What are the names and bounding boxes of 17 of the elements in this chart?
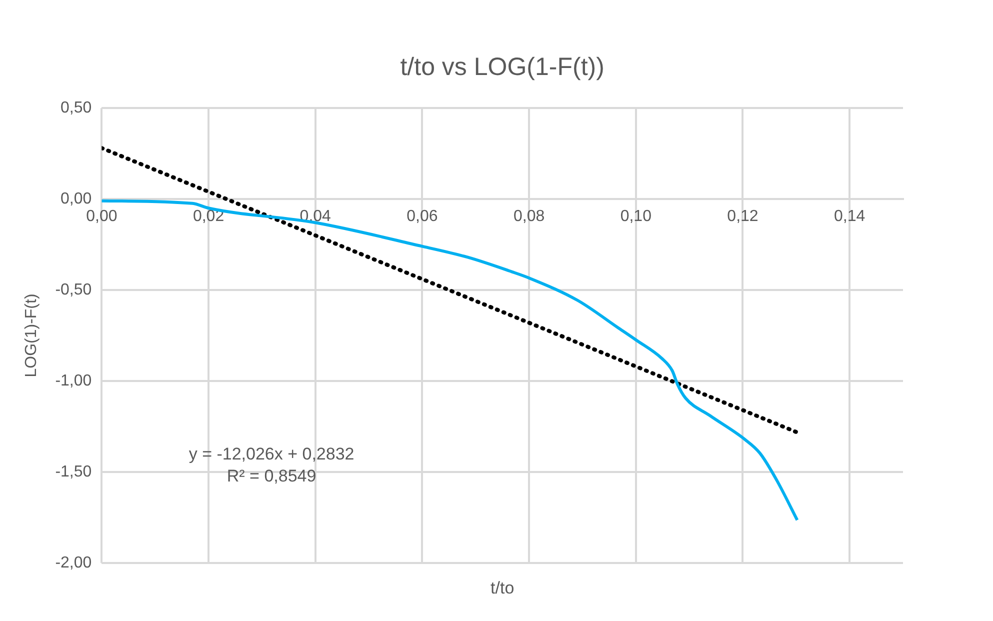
- annotation: R² = 0,8549: [226, 466, 316, 486]
- x-tick-label: 0,06: [406, 208, 438, 226]
- y-tick-label: -1,00: [55, 372, 92, 390]
- y-tick-label: 0,00: [60, 190, 92, 208]
- x-tick-label: 0,12: [727, 208, 758, 226]
- x-tick-label: 0,10: [620, 208, 652, 226]
- x-tick-label: 0,14: [834, 208, 866, 226]
- x-tick-label: 0,08: [513, 208, 545, 226]
- x-axis-title: t/to: [490, 578, 514, 598]
- annotation: y = -12,026x + 0,2832: [188, 444, 354, 464]
- y-tick-label: -1,50: [55, 463, 92, 480]
- y-tick-label: -0,50: [55, 281, 92, 298]
- y-tick-label: -2,00: [55, 554, 92, 572]
- y-axis-title: LOG(1)-F(t): [23, 294, 40, 378]
- y-tick-label: 0,50: [60, 99, 92, 116]
- x-tick-label: 0,00: [86, 208, 118, 226]
- chart-title: t/to vs LOG(1-F(t)): [400, 52, 604, 81]
